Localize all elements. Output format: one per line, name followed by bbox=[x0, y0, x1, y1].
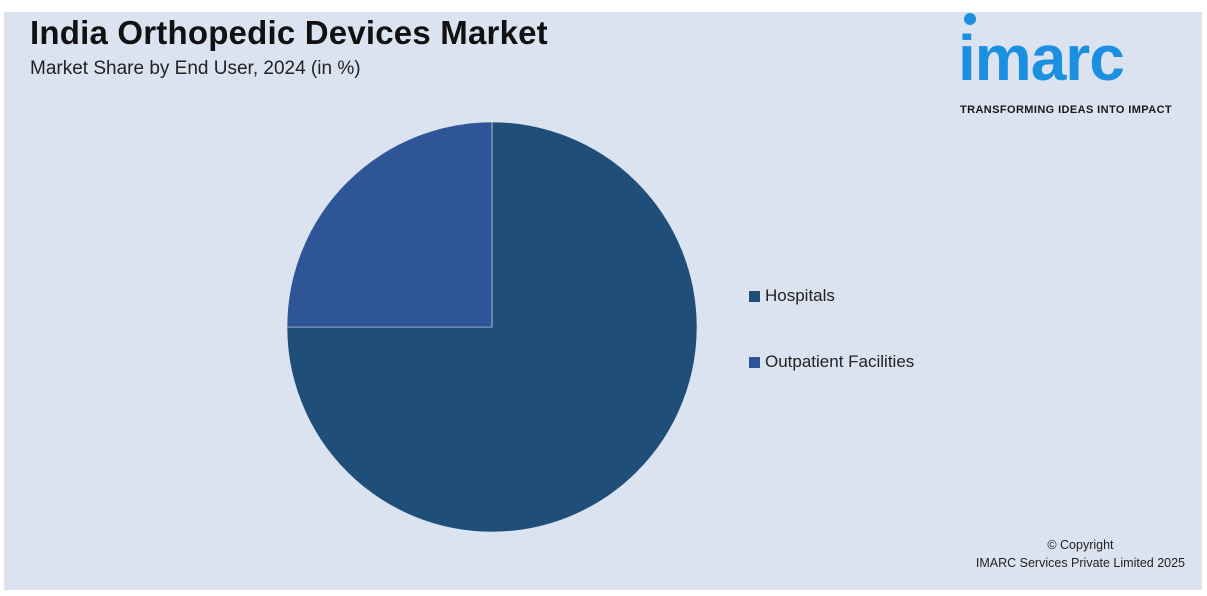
legend-label: Outpatient Facilities bbox=[765, 352, 915, 371]
chart-legend: Hospitals Outpatient Facilities bbox=[749, 285, 914, 417]
copyright-line-2: IMARC Services Private Limited 2025 bbox=[975, 556, 1185, 570]
legend-swatch bbox=[749, 356, 760, 368]
chart-title: India Orthopedic Devices Market bbox=[30, 14, 548, 51]
logo-tagline: TRANSFORMING IDEAS INTO IMPACT bbox=[960, 104, 1173, 116]
copyright-line-1: © Copyright bbox=[1047, 538, 1114, 552]
legend-label: Hospitals bbox=[765, 286, 835, 305]
logo-wordmark: imarc bbox=[958, 22, 1125, 94]
pie-slice-outpatient-facilities bbox=[286, 121, 493, 328]
legend-item-outpatient-facilities: Outpatient Facilities bbox=[749, 351, 914, 373]
copyright: © Copyright IMARC Services Private Limit… bbox=[976, 536, 1185, 572]
logo-dot-icon bbox=[964, 13, 976, 25]
chart-subtitle: Market Share by End User, 2024 (in %) bbox=[30, 58, 361, 79]
legend-item-hospitals: Hospitals bbox=[749, 285, 914, 307]
imarc-logo: imarc TRANSFORMING IDEAS INTO IMPACT bbox=[958, 8, 1190, 120]
legend-swatch bbox=[749, 290, 760, 302]
